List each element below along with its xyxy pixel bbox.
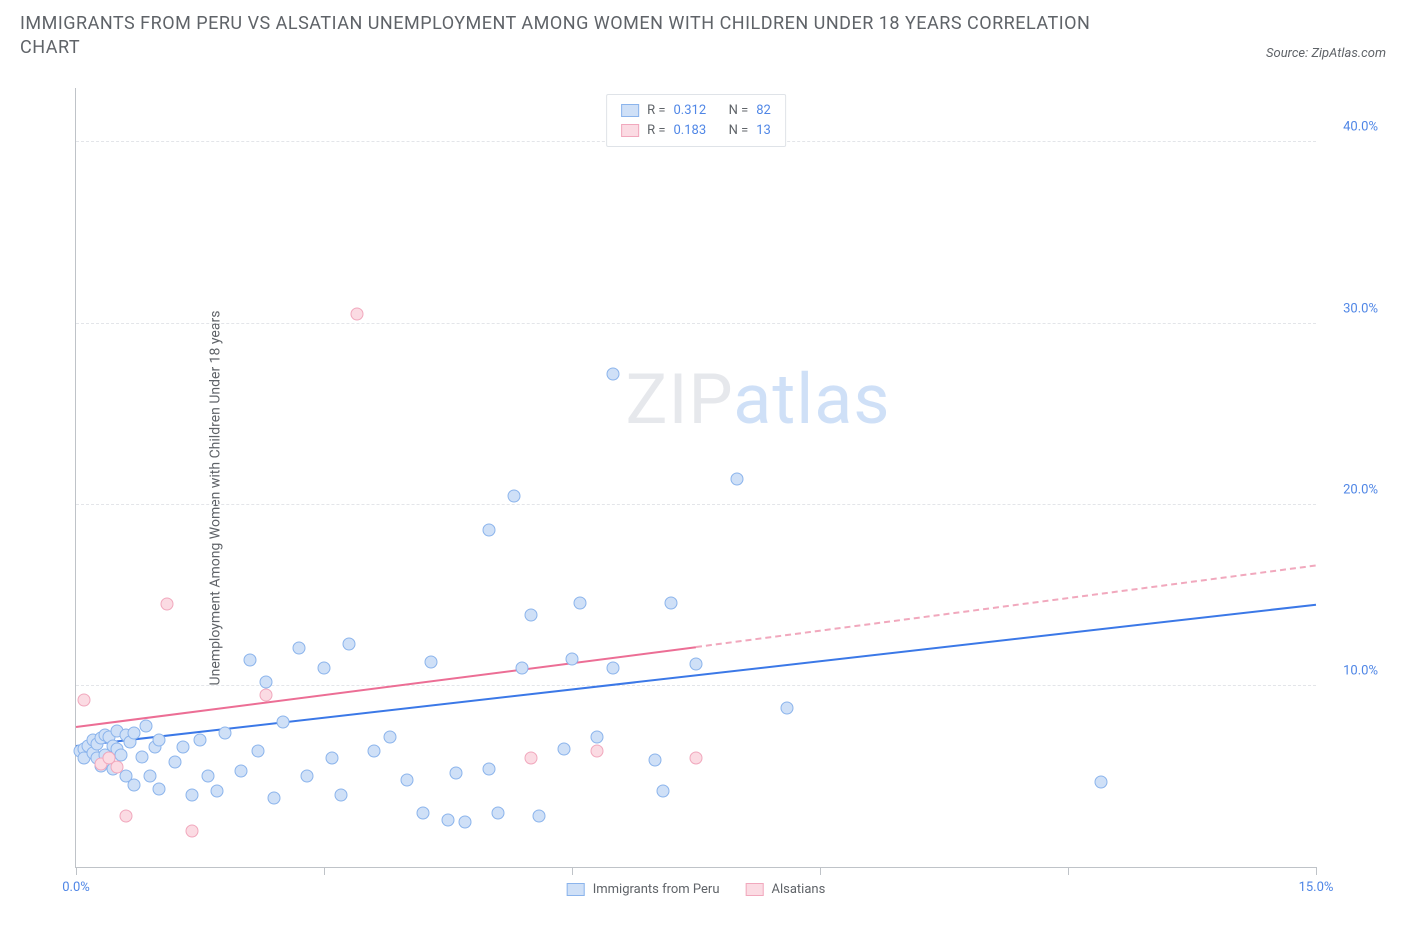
data-point — [185, 824, 198, 837]
data-point — [590, 730, 603, 743]
grid-line — [76, 504, 1316, 505]
data-point — [574, 596, 587, 609]
data-point — [293, 641, 306, 654]
data-point — [318, 661, 331, 674]
data-point — [690, 752, 703, 765]
data-point — [450, 766, 463, 779]
data-point — [152, 734, 165, 747]
data-point — [367, 745, 380, 758]
data-point — [152, 783, 165, 796]
data-point — [566, 652, 579, 665]
data-point — [656, 784, 669, 797]
data-point — [251, 745, 264, 758]
data-point — [202, 770, 215, 783]
data-point — [260, 676, 273, 689]
legend-swatch — [621, 104, 639, 117]
data-point — [301, 770, 314, 783]
legend-swatch — [567, 883, 585, 896]
x-tick-label: 15.0% — [1299, 880, 1334, 895]
data-point — [483, 524, 496, 537]
data-point — [136, 750, 149, 763]
data-point — [532, 810, 545, 823]
watermark: ZIPatlas — [626, 359, 891, 441]
data-point — [508, 489, 521, 502]
data-point — [235, 764, 248, 777]
data-point — [524, 609, 537, 622]
data-point — [384, 730, 397, 743]
data-point — [334, 788, 347, 801]
grid-line — [76, 323, 1316, 324]
legend-row: R = 0.312 N = 82 — [621, 101, 771, 121]
data-point — [177, 741, 190, 754]
data-point — [607, 368, 620, 381]
data-point — [342, 638, 355, 651]
data-point — [491, 806, 504, 819]
data-point — [442, 813, 455, 826]
chart-header: IMMIGRANTS FROM PERU VS ALSATIAN UNEMPLO… — [0, 0, 1406, 67]
data-point — [731, 473, 744, 486]
data-point — [276, 716, 289, 729]
legend-stats: R = 0.312 N = 82 R = 0.183 N = 13 — [606, 94, 786, 147]
chart-title: IMMIGRANTS FROM PERU VS ALSATIAN UNEMPLO… — [20, 12, 1120, 61]
data-point — [210, 784, 223, 797]
y-tick-label: 20.0% — [1323, 482, 1378, 497]
data-point — [417, 806, 430, 819]
data-point — [127, 779, 140, 792]
plot-region: ZIPatlas R = 0.312 N = 82 R = 0.183 N = … — [75, 88, 1316, 868]
x-tick — [1068, 867, 1069, 875]
x-tick — [572, 867, 573, 875]
data-point — [590, 745, 603, 758]
data-point — [690, 658, 703, 671]
legend-swatch — [621, 124, 639, 137]
data-point — [260, 688, 273, 701]
data-point — [524, 752, 537, 765]
data-point — [115, 748, 128, 761]
data-point — [648, 754, 661, 767]
x-tick — [76, 867, 77, 875]
y-tick-label: 10.0% — [1323, 663, 1378, 678]
data-point — [127, 726, 140, 739]
data-point — [144, 770, 157, 783]
data-point — [326, 752, 339, 765]
y-tick-label: 30.0% — [1323, 301, 1378, 316]
legend-series: Immigrants from Peru Alsatians — [567, 882, 826, 897]
x-tick — [324, 867, 325, 875]
data-point — [780, 701, 793, 714]
data-point — [268, 792, 281, 805]
data-point — [160, 598, 173, 611]
data-point — [458, 815, 471, 828]
chart-area: Unemployment Among Women with Children U… — [20, 78, 1386, 918]
data-point — [483, 763, 496, 776]
y-tick-label: 40.0% — [1323, 120, 1378, 135]
x-tick — [1316, 867, 1317, 875]
legend-swatch — [746, 883, 764, 896]
legend-row: R = 0.183 N = 13 — [621, 121, 771, 141]
data-point — [119, 810, 132, 823]
data-point — [243, 654, 256, 667]
data-point — [194, 734, 207, 747]
data-point — [425, 656, 438, 669]
data-point — [140, 719, 153, 732]
data-point — [169, 755, 182, 768]
legend-item: Alsatians — [746, 882, 826, 897]
data-point — [400, 774, 413, 787]
data-point — [607, 661, 620, 674]
data-point — [111, 761, 124, 774]
chart-source: Source: ZipAtlas.com — [1266, 46, 1386, 61]
data-point — [665, 596, 678, 609]
data-point — [218, 726, 231, 739]
data-point — [351, 308, 364, 321]
x-tick — [820, 867, 821, 875]
legend-item: Immigrants from Peru — [567, 882, 720, 897]
data-point — [78, 694, 91, 707]
data-point — [557, 743, 570, 756]
trend-line — [696, 564, 1316, 648]
data-point — [516, 661, 529, 674]
data-point — [1095, 775, 1108, 788]
x-tick-label: 0.0% — [62, 880, 90, 895]
data-point — [185, 788, 198, 801]
